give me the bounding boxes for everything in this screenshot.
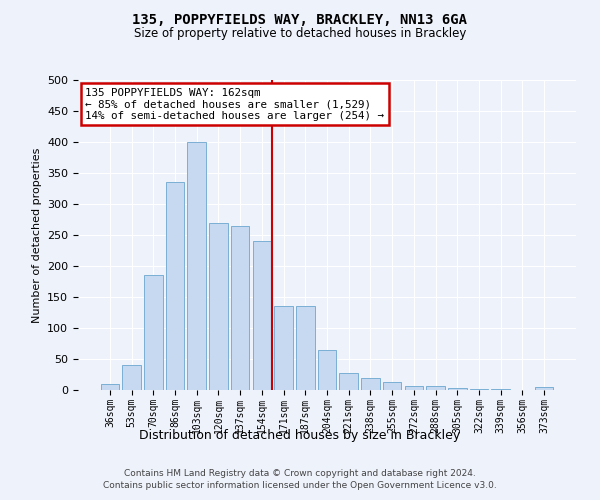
- Bar: [144, 276, 163, 390]
- Text: 135 POPPYFIELDS WAY: 162sqm
← 85% of detached houses are smaller (1,529)
14% of : 135 POPPYFIELDS WAY: 162sqm ← 85% of det…: [85, 88, 385, 121]
- Bar: [427, 386, 445, 390]
- Bar: [535, 387, 553, 390]
- Bar: [101, 384, 119, 390]
- Bar: [253, 241, 271, 390]
- Bar: [187, 142, 206, 390]
- Bar: [122, 365, 141, 390]
- Bar: [296, 306, 314, 390]
- Bar: [274, 306, 293, 390]
- Bar: [340, 372, 358, 390]
- Bar: [209, 222, 227, 390]
- Bar: [231, 226, 250, 390]
- Bar: [448, 388, 467, 390]
- Bar: [166, 182, 184, 390]
- Bar: [318, 350, 336, 390]
- Y-axis label: Number of detached properties: Number of detached properties: [32, 148, 41, 322]
- Text: Distribution of detached houses by size in Brackley: Distribution of detached houses by size …: [139, 428, 461, 442]
- Text: 135, POPPYFIELDS WAY, BRACKLEY, NN13 6GA: 135, POPPYFIELDS WAY, BRACKLEY, NN13 6GA: [133, 12, 467, 26]
- Text: Size of property relative to detached houses in Brackley: Size of property relative to detached ho…: [134, 28, 466, 40]
- Bar: [404, 386, 423, 390]
- Bar: [361, 378, 380, 390]
- Bar: [383, 382, 401, 390]
- Text: Contains public sector information licensed under the Open Government Licence v3: Contains public sector information licen…: [103, 481, 497, 490]
- Text: Contains HM Land Registry data © Crown copyright and database right 2024.: Contains HM Land Registry data © Crown c…: [124, 468, 476, 477]
